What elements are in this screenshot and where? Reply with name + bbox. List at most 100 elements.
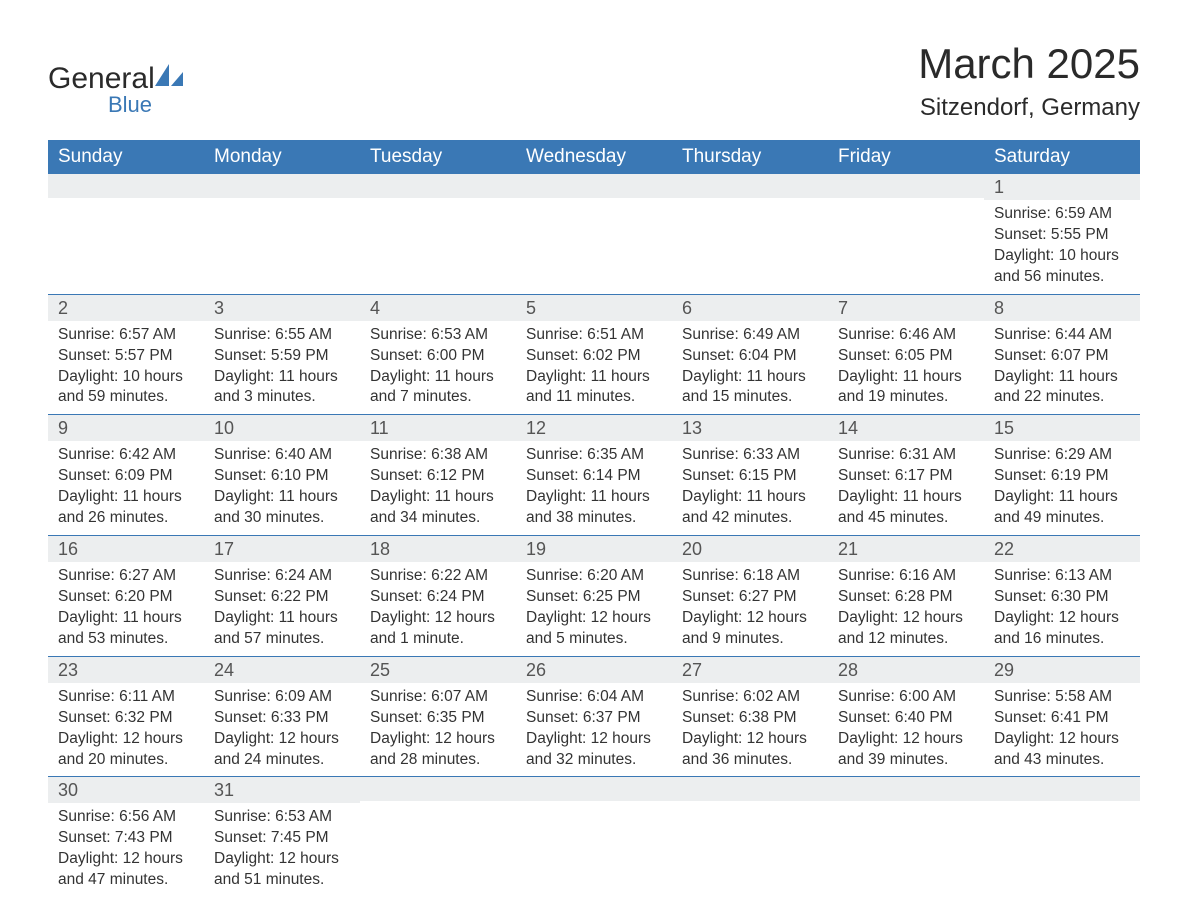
- day-line: Sunset: 6:38 PM: [682, 708, 818, 729]
- day-number: 2: [48, 295, 204, 321]
- day-number: 27: [672, 657, 828, 683]
- day-number: [204, 174, 360, 198]
- calendar-cell: 22Sunrise: 6:13 AMSunset: 6:30 PMDayligh…: [984, 536, 1140, 657]
- calendar-cell: [360, 777, 516, 897]
- day-line: Sunset: 6:25 PM: [526, 587, 662, 608]
- day-body: Sunrise: 6:13 AMSunset: 6:30 PMDaylight:…: [984, 562, 1140, 656]
- day-number: [516, 777, 672, 801]
- day-line: Daylight: 12 hours and 47 minutes.: [58, 849, 194, 891]
- day-header: Friday: [828, 140, 984, 174]
- day-line: Sunrise: 6:18 AM: [682, 566, 818, 587]
- day-number: 20: [672, 536, 828, 562]
- day-number: 31: [204, 777, 360, 803]
- day-line: Sunrise: 6:04 AM: [526, 687, 662, 708]
- calendar-cell: 25Sunrise: 6:07 AMSunset: 6:35 PMDayligh…: [360, 656, 516, 777]
- day-body: Sunrise: 6:42 AMSunset: 6:09 PMDaylight:…: [48, 441, 204, 535]
- day-line: Sunset: 6:07 PM: [994, 346, 1130, 367]
- day-header-row: Sunday Monday Tuesday Wednesday Thursday…: [48, 140, 1140, 174]
- day-body: Sunrise: 6:16 AMSunset: 6:28 PMDaylight:…: [828, 562, 984, 656]
- day-line: Sunset: 6:27 PM: [682, 587, 818, 608]
- calendar-cell: 16Sunrise: 6:27 AMSunset: 6:20 PMDayligh…: [48, 536, 204, 657]
- day-number: 30: [48, 777, 204, 803]
- calendar-week-row: 23Sunrise: 6:11 AMSunset: 6:32 PMDayligh…: [48, 656, 1140, 777]
- day-body: Sunrise: 6:59 AMSunset: 5:55 PMDaylight:…: [984, 200, 1140, 294]
- day-body: [828, 801, 984, 885]
- calendar-cell: 26Sunrise: 6:04 AMSunset: 6:37 PMDayligh…: [516, 656, 672, 777]
- calendar-cell: 11Sunrise: 6:38 AMSunset: 6:12 PMDayligh…: [360, 415, 516, 536]
- day-body: Sunrise: 5:58 AMSunset: 6:41 PMDaylight:…: [984, 683, 1140, 777]
- day-body: Sunrise: 6:29 AMSunset: 6:19 PMDaylight:…: [984, 441, 1140, 535]
- day-line: Sunset: 6:33 PM: [214, 708, 350, 729]
- calendar-cell: 8Sunrise: 6:44 AMSunset: 6:07 PMDaylight…: [984, 294, 1140, 415]
- day-line: Sunrise: 6:44 AM: [994, 325, 1130, 346]
- day-line: Sunrise: 6:53 AM: [370, 325, 506, 346]
- calendar-cell: 9Sunrise: 6:42 AMSunset: 6:09 PMDaylight…: [48, 415, 204, 536]
- calendar-cell: [516, 174, 672, 294]
- day-body: Sunrise: 6:53 AMSunset: 7:45 PMDaylight:…: [204, 803, 360, 897]
- day-number: [828, 777, 984, 801]
- day-number: 23: [48, 657, 204, 683]
- day-line: Sunrise: 6:22 AM: [370, 566, 506, 587]
- location: Sitzendorf, Germany: [918, 94, 1140, 122]
- day-header: Saturday: [984, 140, 1140, 174]
- day-line: Sunrise: 6:55 AM: [214, 325, 350, 346]
- calendar-cell: 19Sunrise: 6:20 AMSunset: 6:25 PMDayligh…: [516, 536, 672, 657]
- day-body: Sunrise: 6:57 AMSunset: 5:57 PMDaylight:…: [48, 321, 204, 415]
- day-body: Sunrise: 6:38 AMSunset: 6:12 PMDaylight:…: [360, 441, 516, 535]
- day-number: 10: [204, 415, 360, 441]
- day-line: Sunrise: 6:09 AM: [214, 687, 350, 708]
- day-line: Sunset: 6:24 PM: [370, 587, 506, 608]
- day-number: 19: [516, 536, 672, 562]
- day-line: Sunrise: 6:29 AM: [994, 445, 1130, 466]
- calendar-cell: 24Sunrise: 6:09 AMSunset: 6:33 PMDayligh…: [204, 656, 360, 777]
- day-line: Sunrise: 6:02 AM: [682, 687, 818, 708]
- day-line: Sunset: 6:41 PM: [994, 708, 1130, 729]
- day-header: Sunday: [48, 140, 204, 174]
- day-body: [516, 198, 672, 282]
- day-line: Sunset: 7:43 PM: [58, 828, 194, 849]
- calendar-table: Sunday Monday Tuesday Wednesday Thursday…: [48, 140, 1140, 897]
- day-body: Sunrise: 6:18 AMSunset: 6:27 PMDaylight:…: [672, 562, 828, 656]
- day-body: [828, 198, 984, 282]
- day-number: 28: [828, 657, 984, 683]
- day-body: [204, 198, 360, 282]
- calendar-cell: [672, 174, 828, 294]
- day-line: Daylight: 11 hours and 49 minutes.: [994, 487, 1130, 529]
- day-line: Daylight: 12 hours and 39 minutes.: [838, 729, 974, 771]
- day-line: Sunrise: 6:31 AM: [838, 445, 974, 466]
- day-number: 29: [984, 657, 1140, 683]
- day-line: Sunset: 6:19 PM: [994, 466, 1130, 487]
- day-line: Sunrise: 6:59 AM: [994, 204, 1130, 225]
- day-line: Daylight: 11 hours and 57 minutes.: [214, 608, 350, 650]
- day-line: Daylight: 11 hours and 3 minutes.: [214, 367, 350, 409]
- day-line: Daylight: 12 hours and 28 minutes.: [370, 729, 506, 771]
- day-line: Sunset: 7:45 PM: [214, 828, 350, 849]
- day-line: Daylight: 12 hours and 1 minute.: [370, 608, 506, 650]
- day-number: 18: [360, 536, 516, 562]
- day-line: Daylight: 12 hours and 36 minutes.: [682, 729, 818, 771]
- day-body: Sunrise: 6:51 AMSunset: 6:02 PMDaylight:…: [516, 321, 672, 415]
- day-body: [360, 801, 516, 885]
- day-line: Sunrise: 6:13 AM: [994, 566, 1130, 587]
- day-line: Sunset: 6:20 PM: [58, 587, 194, 608]
- day-body: Sunrise: 6:02 AMSunset: 6:38 PMDaylight:…: [672, 683, 828, 777]
- calendar-week-row: 2Sunrise: 6:57 AMSunset: 5:57 PMDaylight…: [48, 294, 1140, 415]
- day-number: 3: [204, 295, 360, 321]
- day-body: Sunrise: 6:46 AMSunset: 6:05 PMDaylight:…: [828, 321, 984, 415]
- calendar-cell: 29Sunrise: 5:58 AMSunset: 6:41 PMDayligh…: [984, 656, 1140, 777]
- day-line: Daylight: 12 hours and 9 minutes.: [682, 608, 818, 650]
- brand-main: General: [48, 62, 155, 95]
- day-header: Monday: [204, 140, 360, 174]
- calendar-cell: [984, 777, 1140, 897]
- calendar-cell: [672, 777, 828, 897]
- day-line: Daylight: 12 hours and 43 minutes.: [994, 729, 1130, 771]
- calendar-cell: 5Sunrise: 6:51 AMSunset: 6:02 PMDaylight…: [516, 294, 672, 415]
- day-body: Sunrise: 6:27 AMSunset: 6:20 PMDaylight:…: [48, 562, 204, 656]
- day-body: Sunrise: 6:53 AMSunset: 6:00 PMDaylight:…: [360, 321, 516, 415]
- day-line: Daylight: 10 hours and 59 minutes.: [58, 367, 194, 409]
- calendar-cell: 13Sunrise: 6:33 AMSunset: 6:15 PMDayligh…: [672, 415, 828, 536]
- day-line: Sunset: 6:15 PM: [682, 466, 818, 487]
- day-line: Daylight: 11 hours and 26 minutes.: [58, 487, 194, 529]
- day-line: Sunset: 6:14 PM: [526, 466, 662, 487]
- day-body: [984, 801, 1140, 885]
